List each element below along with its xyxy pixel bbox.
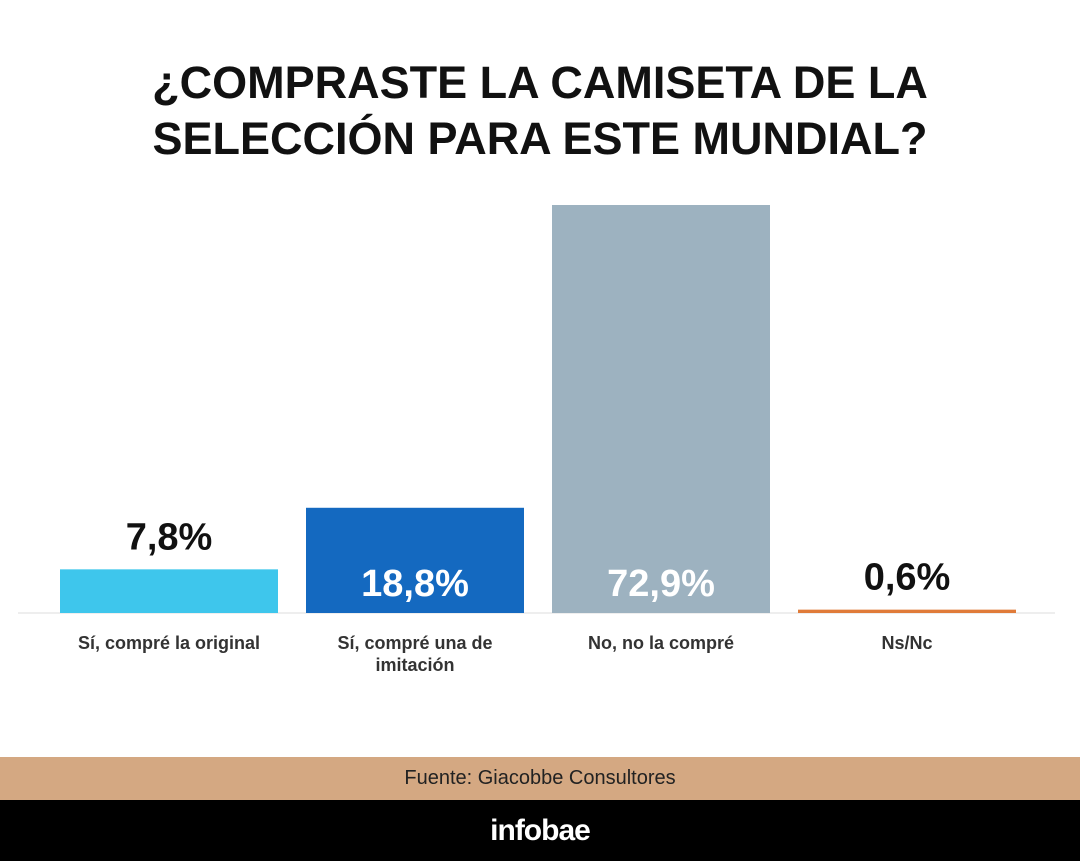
bar: [60, 569, 278, 613]
value-label: 7,8%: [126, 516, 213, 558]
value-label: 18,8%: [361, 563, 469, 605]
source: Fuente: Giacobbe Consultores: [0, 757, 1080, 800]
category-label: No, no la compré: [587, 633, 735, 653]
value-label: 72,9%: [607, 563, 715, 605]
category-label: Sí, compré la original: [77, 633, 261, 653]
category-label: Sí, compré una de imitación: [337, 633, 493, 675]
brand: infobae: [0, 800, 1080, 861]
chart: 7,8% 18,8% 72,9% 0,6%: [18, 205, 1055, 614]
bar: [798, 609, 1016, 613]
bar: [552, 205, 770, 613]
value-label: 0,6%: [864, 557, 951, 599]
chart-title: ¿COMPRASTE LA CAMISETA DE LA SELECCIÓN P…: [152, 57, 928, 164]
category-label: Ns/Nc: [881, 633, 933, 653]
bar: [306, 507, 524, 613]
